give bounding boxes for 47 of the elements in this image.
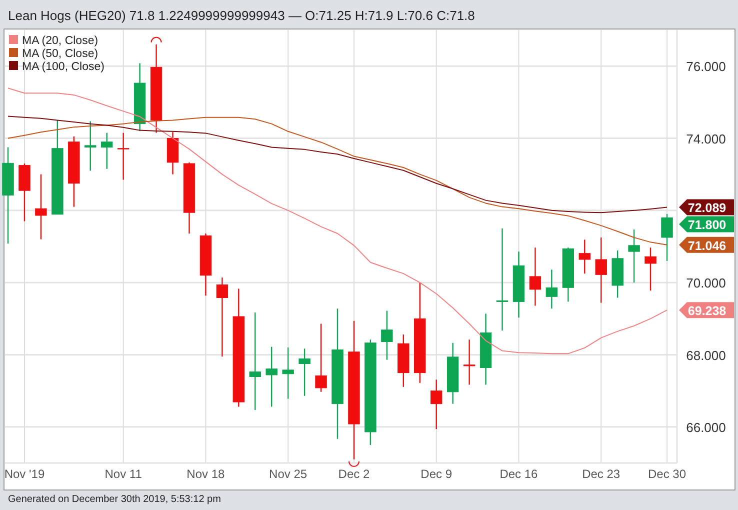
x-tick-label: Nov 18	[186, 467, 226, 481]
chart-title: Lean Hogs (HEG20) 71.8 1.2249999999999943 — O:71.25 H:71.9 L:70.6 C:71.8	[8, 8, 475, 23]
y-tick-label: 76.000	[686, 59, 726, 74]
line-series	[8, 116, 668, 214]
candlestick	[266, 346, 278, 408]
x-tick-label: Nov 11	[104, 467, 142, 481]
x-tick-label: Nov 25	[269, 467, 308, 481]
candlestick	[35, 174, 47, 240]
legend-label: MA (50, Close)	[22, 48, 98, 60]
legend-label: MA (20, Close)	[22, 35, 98, 47]
x-tick-label: Dec 16	[500, 467, 538, 481]
y-tick-label: 70.000	[686, 276, 726, 291]
candlestick	[117, 132, 130, 180]
candlestick	[578, 239, 590, 274]
x-tick-label: Dec 30	[648, 467, 686, 481]
text: Generated on December 30th 2019, 5:53:12 pm	[8, 494, 221, 505]
candlestick	[628, 228, 640, 284]
candlestick	[463, 338, 476, 386]
candlestick	[644, 246, 656, 292]
candlestick	[101, 132, 113, 170]
x-tick-label: Nov '19	[4, 467, 45, 481]
candlestick	[529, 246, 542, 306]
candlestick	[249, 312, 261, 411]
candlestick	[315, 323, 327, 393]
line-series	[8, 88, 668, 354]
data-label: 71.046	[688, 238, 726, 253]
candlestick	[496, 228, 508, 332]
candlestick	[381, 310, 393, 360]
x-tick-label: Dec 23	[582, 467, 620, 481]
y-tick-label: 68.000	[686, 348, 726, 363]
x-tick-label: Dec 9	[420, 467, 452, 481]
legend-label: MA (100, Close)	[22, 61, 105, 73]
candlestick	[298, 348, 310, 396]
candlestick	[84, 120, 96, 172]
candlestick	[216, 276, 228, 358]
x-tick-label: Dec 2	[338, 467, 370, 481]
y-tick-label: 66.000	[686, 420, 726, 435]
candlestick	[661, 213, 673, 262]
y-tick-label: 74.000	[686, 131, 726, 146]
candlestick	[430, 379, 442, 430]
data-label: 69.238	[688, 304, 726, 318]
line-series	[8, 116, 668, 246]
data-label: 72.089	[688, 201, 726, 216]
candlestick	[595, 236, 607, 304]
candlestick	[282, 346, 294, 400]
text: 71.800	[688, 218, 726, 232]
candlestick	[546, 268, 558, 310]
